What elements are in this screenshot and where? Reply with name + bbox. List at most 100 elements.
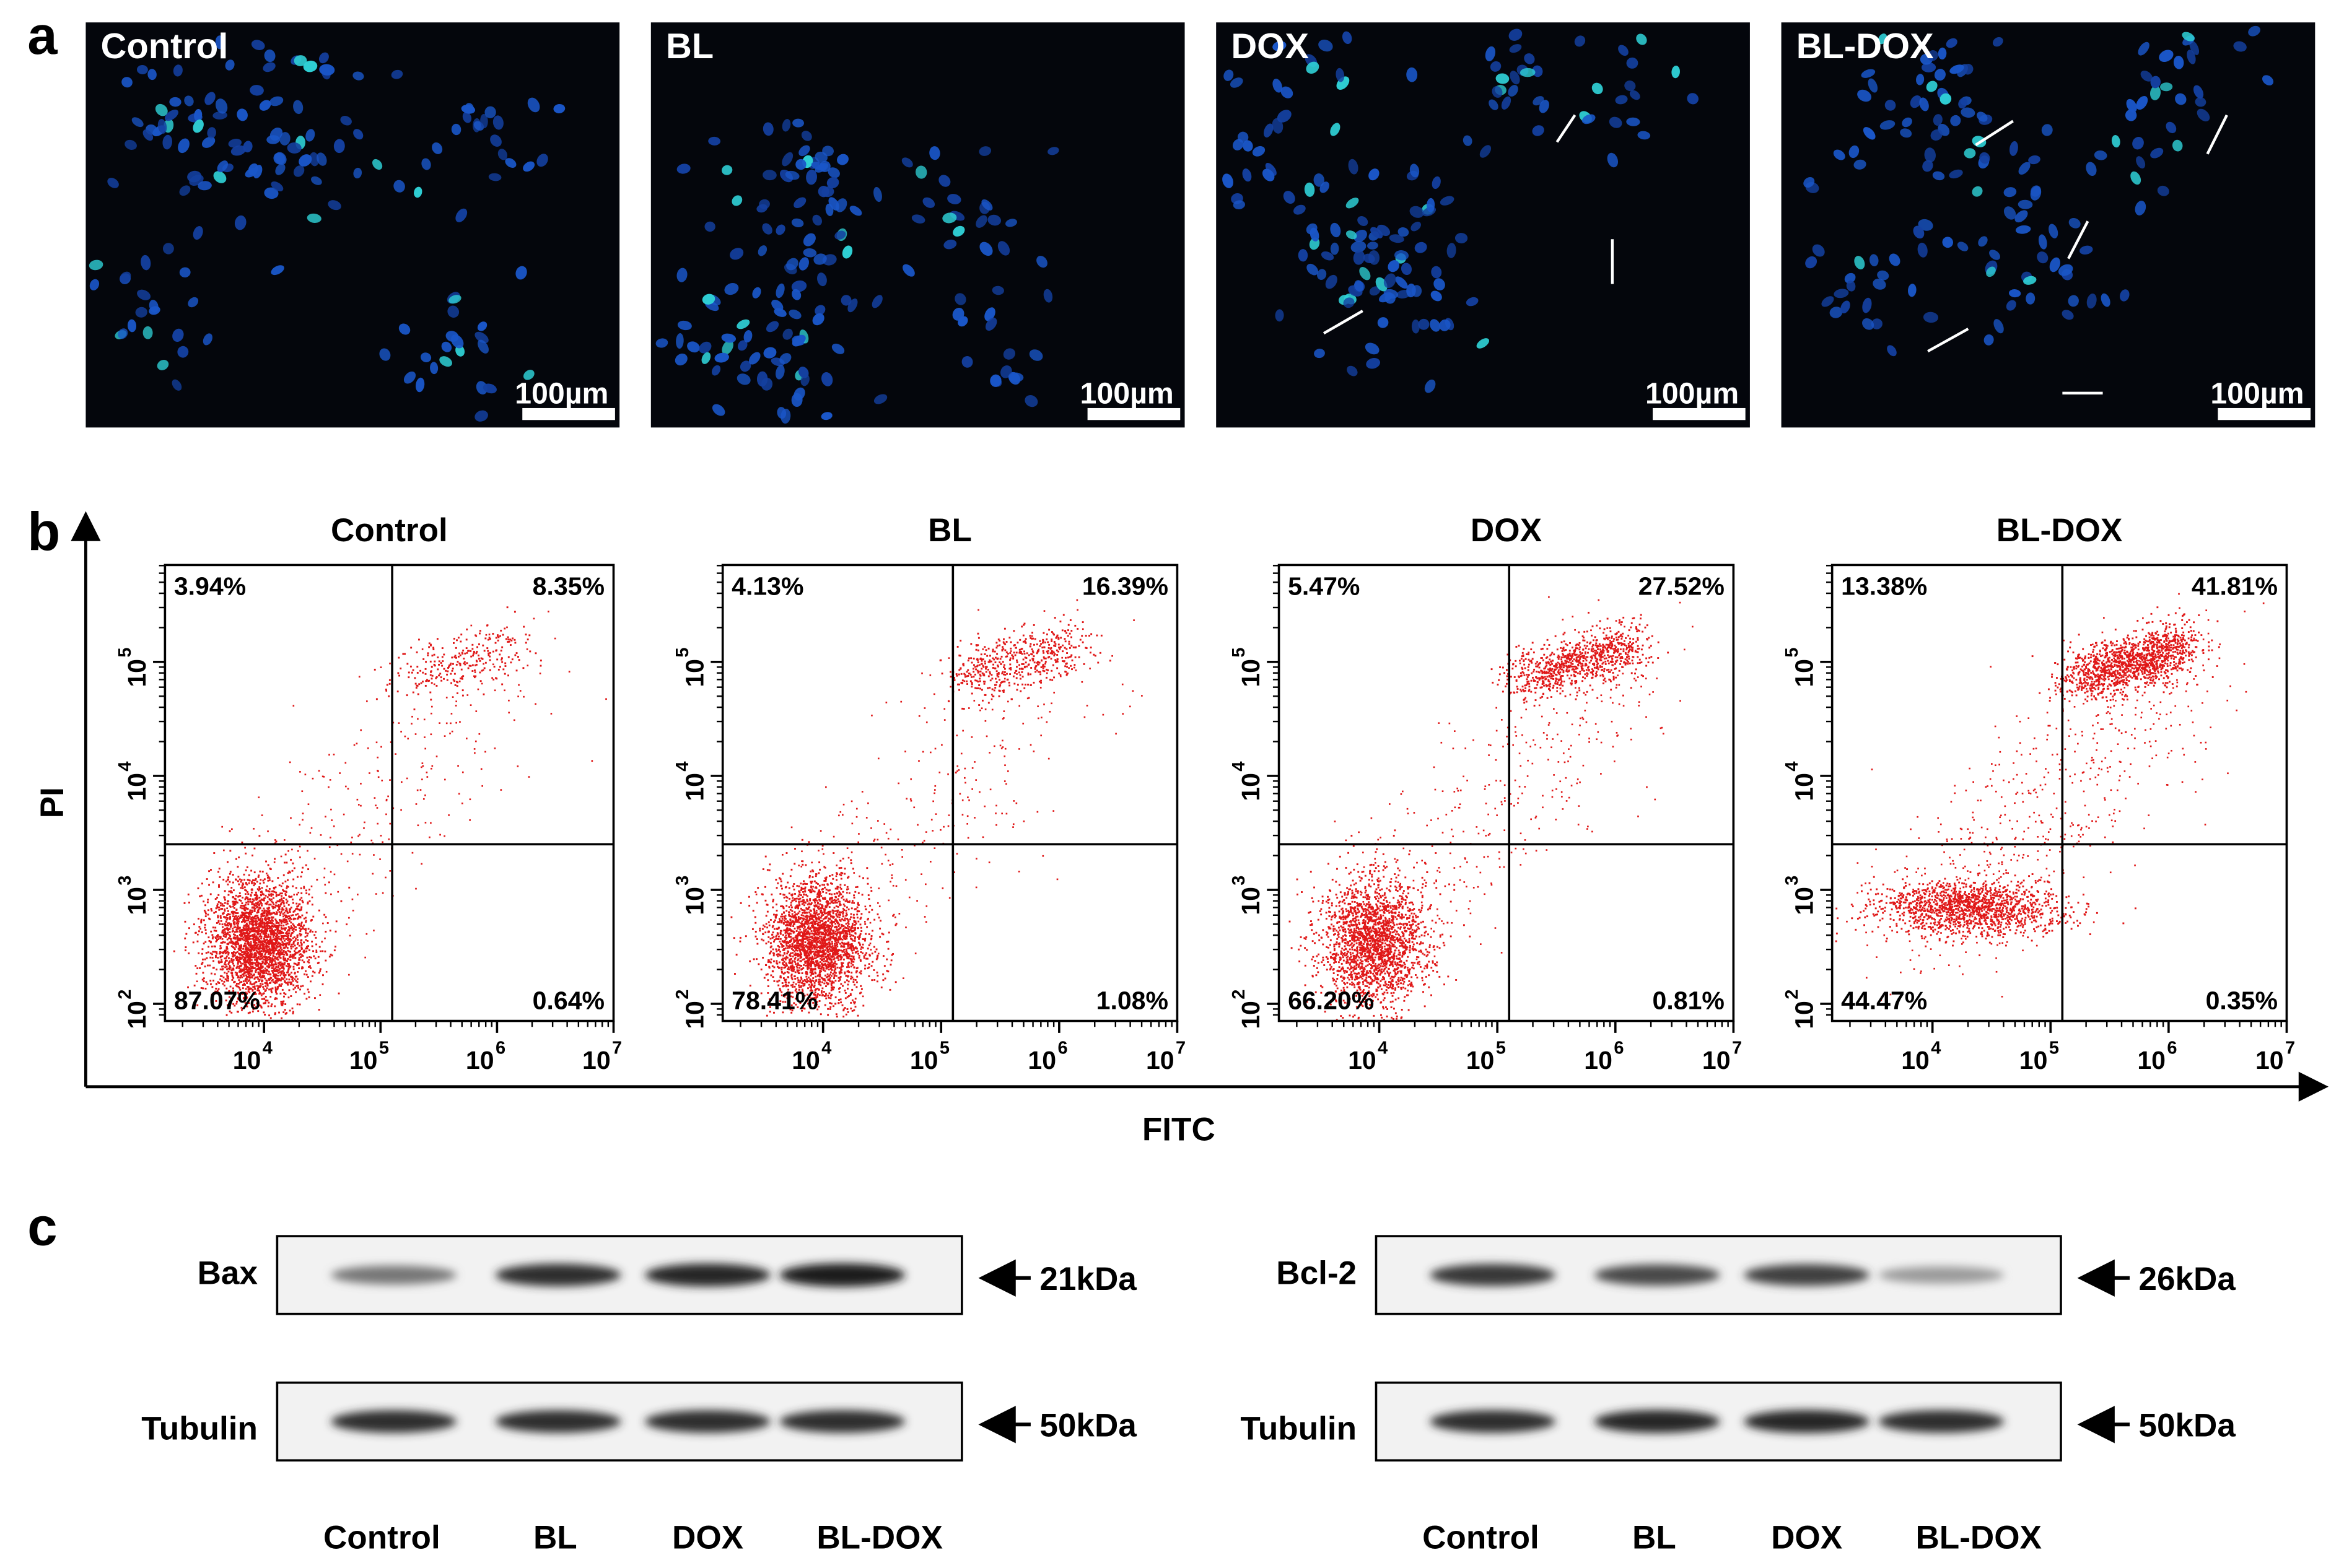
facs-dot <box>239 977 242 979</box>
facs-dot <box>273 947 276 949</box>
facs-dot <box>447 667 449 669</box>
facs-dot <box>236 956 238 958</box>
facs-dot <box>794 957 796 960</box>
facs-dot <box>256 957 258 959</box>
facs-dot <box>821 931 823 934</box>
facs-dot <box>299 845 301 848</box>
facs-dot <box>251 854 254 856</box>
facs-dot <box>227 929 229 931</box>
facs-dot <box>834 965 836 967</box>
facs-dot <box>251 919 253 921</box>
facs-dot <box>279 967 281 970</box>
facs-dot <box>806 883 808 885</box>
facs-dot <box>222 905 224 907</box>
scalebar-label: 100µm <box>2210 377 2304 411</box>
nucleus <box>1821 296 1834 307</box>
nucleus <box>1877 270 1889 281</box>
facs-dot <box>836 966 839 969</box>
nucleus <box>724 282 739 295</box>
facs-dot <box>260 944 263 946</box>
facs-dot <box>444 835 445 837</box>
facs-dot <box>255 938 257 940</box>
facs-dot <box>241 905 243 907</box>
facs-dot <box>400 809 402 811</box>
facs-dot <box>761 928 764 930</box>
facs-dot <box>372 873 374 875</box>
facs-dot <box>269 961 271 963</box>
nucleus <box>1222 173 1233 188</box>
facs-dot <box>266 985 269 987</box>
facs-dot <box>268 978 270 980</box>
facs-dot <box>839 902 841 905</box>
facs-dot <box>242 887 244 889</box>
facs-dot <box>260 994 263 996</box>
facs-dot <box>414 677 416 679</box>
facs-dot <box>850 938 852 940</box>
nucleus <box>818 186 829 198</box>
facs-dot <box>274 962 277 964</box>
facs-dot <box>269 920 272 923</box>
facs-dot <box>257 876 260 878</box>
facs-dot <box>281 928 283 930</box>
facs-dot <box>265 972 268 975</box>
facs-dot <box>330 837 331 838</box>
nucleus <box>815 151 828 163</box>
facs-dot <box>242 987 244 990</box>
nucleus <box>1314 349 1325 359</box>
facs-dot <box>791 921 794 923</box>
facs-dot <box>255 976 258 978</box>
facs-dot <box>475 663 478 666</box>
facs-dot <box>287 937 289 939</box>
facs-dot <box>813 920 815 923</box>
facs-dot <box>790 938 793 941</box>
facs-dot <box>824 886 826 889</box>
facs-dot <box>222 929 225 931</box>
facs-dot <box>291 978 294 980</box>
nucleus <box>173 64 183 77</box>
nucleus <box>1230 77 1243 88</box>
facs-dot <box>282 915 284 918</box>
nucleus <box>2026 292 2036 305</box>
facs-dot <box>803 947 805 949</box>
facs-dot <box>264 970 266 972</box>
facs-dot <box>459 721 461 723</box>
facs-dot <box>203 943 205 944</box>
facs-dot <box>297 987 300 989</box>
nucleus <box>943 239 957 250</box>
facs-dot <box>281 930 283 933</box>
facs-dot <box>842 895 844 898</box>
facs-dot <box>785 957 787 959</box>
facs-dot <box>266 902 268 904</box>
facs-dot <box>295 947 298 949</box>
facs-dot <box>255 935 258 938</box>
facs-dot <box>252 946 255 949</box>
facs-dot <box>851 960 853 963</box>
facs-dot <box>783 952 785 954</box>
nucleus <box>1917 242 1928 258</box>
facs-dot <box>476 650 478 653</box>
facs-dot <box>247 936 249 939</box>
facs-dot <box>486 647 489 650</box>
facs-dot <box>237 912 239 914</box>
nucleus <box>916 165 927 179</box>
facs-dot <box>804 945 807 947</box>
facs-dot <box>400 667 402 669</box>
facs-dot <box>238 899 241 901</box>
facs-dot <box>859 933 862 935</box>
facs-dot <box>438 663 440 666</box>
facs-dot <box>293 910 295 912</box>
facs-dot <box>241 970 243 972</box>
nucleus <box>849 206 862 216</box>
facs-dot <box>421 766 422 769</box>
facs-dot <box>292 705 295 707</box>
nucleus <box>279 132 291 146</box>
facs-dot <box>838 967 841 969</box>
nucleus <box>1463 135 1472 146</box>
facs-dot <box>451 656 453 659</box>
facs-dot <box>357 835 359 837</box>
facs-dot <box>259 945 261 947</box>
facs-dot <box>398 656 400 659</box>
facs-dot <box>265 947 268 949</box>
facs-dot <box>852 939 854 942</box>
nucleus <box>147 69 157 81</box>
